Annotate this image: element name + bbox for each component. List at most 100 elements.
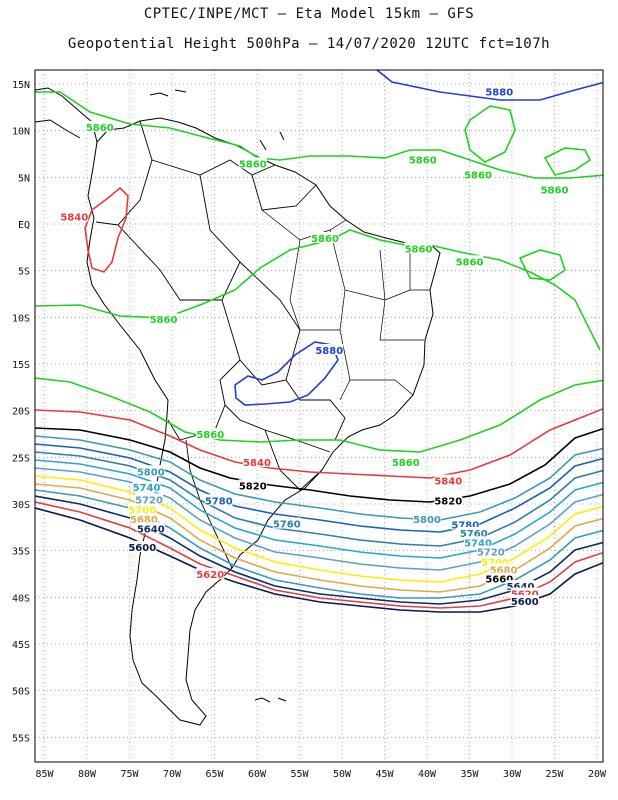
contour-label-background — [238, 157, 267, 169]
contour-label: 5860 — [150, 315, 178, 326]
contour-label: 5600 — [511, 597, 539, 608]
contour-label: 5880 — [485, 87, 513, 98]
contour-label-background — [128, 503, 157, 515]
longitude-label: 65W — [205, 769, 224, 780]
contour-label-background — [455, 255, 484, 267]
map-frame — [34, 69, 604, 763]
latitude-label: 15N — [12, 80, 30, 91]
contour-label-background — [128, 540, 157, 552]
contour-5860-main — [35, 229, 601, 351]
longitude-label: 50W — [333, 769, 352, 780]
latitude-label: 5S — [18, 267, 30, 278]
latitude-labels: 15N 10N 5N EQ 5S 10S 15S 20S 25S 30S 35S 40S 45S 50S 5… — [12, 80, 30, 744]
contour-label-background — [135, 493, 164, 505]
contour-label: 5860 — [405, 244, 433, 255]
longitude-label: 45W — [375, 769, 394, 780]
contour-label-background — [315, 343, 344, 355]
contour-label-background — [408, 153, 437, 165]
contour-label: 5780 — [205, 496, 233, 507]
contour-label-background — [136, 465, 165, 477]
contour-5680 — [35, 483, 603, 593]
contour-label: 5700 — [128, 506, 156, 517]
graticule-grid — [35, 70, 603, 762]
latitude-label: 30S — [12, 500, 30, 511]
contour-label-background — [404, 242, 433, 254]
contour-label-background — [85, 120, 114, 132]
latitude-label: EQ — [18, 220, 30, 231]
longitude-labels: 85W 80W 75W 70W 65W 60W 55W 50W 45W 40W 35W 30W 25W 2… — [35, 769, 607, 780]
contour-label: 5640 — [137, 524, 165, 535]
contour-label-background — [132, 481, 161, 493]
contour-label: 5760 — [460, 529, 488, 540]
title-line-2: Geopotential Height 500hPa – 14/07/2020 … — [67, 36, 551, 52]
contour-label: 5840 — [60, 213, 88, 224]
contour-5840 — [35, 407, 603, 479]
contour-label: 5820 — [239, 481, 267, 492]
longitude-label: 80W — [78, 769, 97, 780]
contour-label-background — [481, 555, 509, 567]
longitude-label: 55W — [290, 769, 309, 780]
contour-5800 — [35, 435, 603, 521]
contour-label-background — [510, 595, 539, 607]
contour-label: 5860 — [456, 257, 484, 268]
contour-label-background — [506, 580, 535, 592]
contour-label-background — [238, 479, 267, 491]
longitude-label: 70W — [163, 769, 182, 780]
contour-label: 5740 — [464, 538, 492, 549]
contour-5860-loop-atlantic — [464, 105, 516, 163]
contour-5780 — [35, 443, 603, 533]
latitude-label: 10S — [12, 313, 30, 324]
south-america-coastline — [86, 117, 441, 726]
contour-label-background — [196, 567, 225, 579]
land-outlines — [35, 87, 441, 726]
contour-label-background — [434, 494, 463, 506]
title-line-1: CPTEC/INPE/MCT – Eta Model 15km – GFS — [143, 6, 475, 22]
contour-label: 5820 — [434, 496, 462, 507]
contour-5860-loop-east — [543, 147, 592, 176]
contour-label-background — [540, 183, 569, 195]
contour-label-background — [459, 526, 488, 538]
contour-label-background — [196, 427, 225, 439]
contour-label: 5720 — [135, 495, 163, 506]
contour-label: 5860 — [239, 159, 267, 170]
longitude-label: 35W — [460, 769, 479, 780]
contour-label: 5760 — [273, 520, 301, 531]
longitude-label: 85W — [35, 769, 54, 780]
contour-label-background — [485, 572, 514, 584]
contour-label-background — [464, 536, 492, 548]
contour-label: 5720 — [477, 548, 505, 559]
contour-5860-loop-east2 — [518, 249, 566, 281]
longitude-label: 25W — [545, 769, 564, 780]
latitude-label: 50S — [12, 687, 30, 698]
contour-5860-north — [35, 91, 603, 179]
latitude-label: 40S — [12, 593, 30, 604]
latitude-label: 15S — [12, 360, 30, 371]
contour-label: 5880 — [315, 346, 343, 357]
contour-label: 5600 — [128, 543, 156, 554]
longitude-label: 20W — [588, 769, 607, 780]
contour-label-background — [60, 210, 89, 222]
contour-5740 — [35, 459, 603, 559]
contour-5860-south — [35, 377, 603, 453]
contour-label: 5780 — [451, 521, 479, 532]
latitude-label: 35S — [12, 547, 30, 558]
longitude-label: 30W — [503, 769, 522, 780]
contour-label-background — [510, 587, 539, 599]
contour-label: 5860 — [541, 185, 569, 196]
contour-label-background — [272, 517, 301, 529]
contour-label: 5660 — [485, 575, 513, 586]
contour-label: 5840 — [434, 477, 462, 488]
longitude-label: 75W — [120, 769, 139, 780]
contour-label: 5680 — [130, 515, 158, 526]
contour-label: 5860 — [409, 156, 437, 167]
contour-label-background — [434, 474, 463, 486]
contour-label: 5860 — [86, 123, 114, 134]
latitude-label: 5N — [18, 173, 30, 184]
contour-label: 5800 — [413, 515, 441, 526]
contour-5880-center — [234, 341, 339, 406]
contour-label-background — [391, 455, 420, 467]
brazil-state-borders — [261, 209, 430, 401]
contour-label-background — [476, 545, 505, 557]
latitude-label: 10N — [12, 127, 30, 138]
